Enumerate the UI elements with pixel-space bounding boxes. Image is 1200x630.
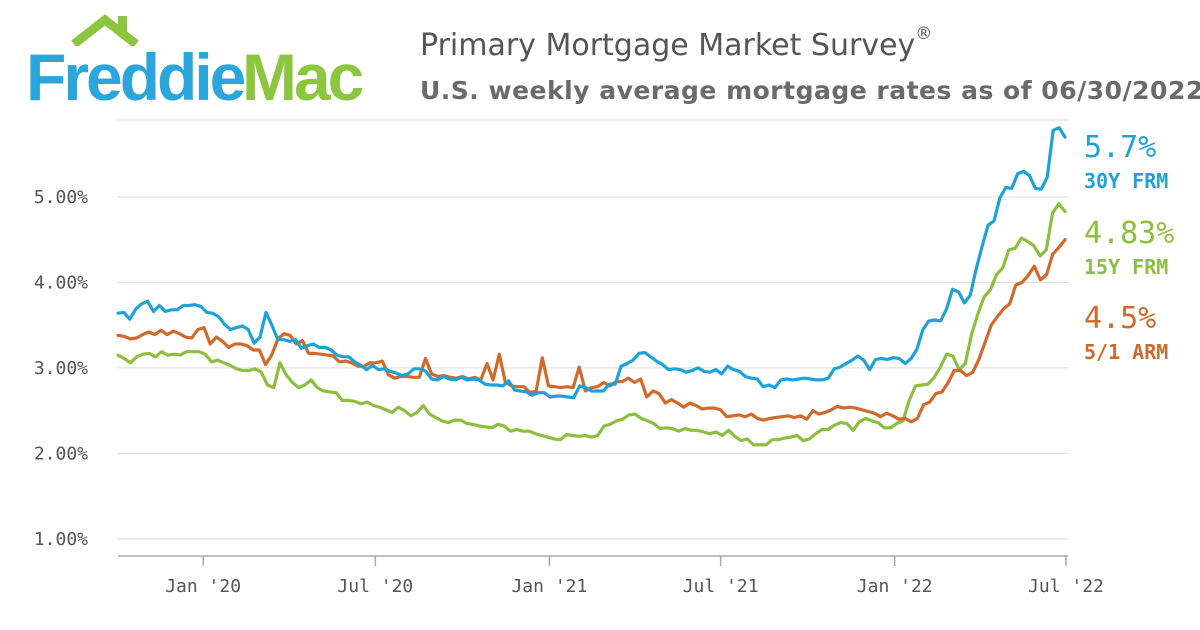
series-line-5-1-arm bbox=[116, 238, 1067, 424]
house-roof-icon bbox=[71, 14, 139, 46]
freddie-mac-logo: Freddie Mac bbox=[26, 14, 386, 110]
series-lines bbox=[116, 126, 1067, 447]
x-tick-label: Jan '21 bbox=[511, 576, 587, 597]
x-axis: Jan '20 Jul '20 Jan '21 Jul '21 Jan '22 Jul '… bbox=[118, 555, 1104, 597]
label-arm-name: 5/1 ARM bbox=[1084, 340, 1169, 364]
label-30y-value: 5.7% bbox=[1084, 130, 1157, 165]
series-line-30y-frm bbox=[116, 126, 1067, 400]
x-tick-label: Jul '22 bbox=[1028, 576, 1104, 597]
y-tick-label: 1.00% bbox=[34, 529, 88, 550]
y-tick-label: 3.00% bbox=[34, 358, 88, 379]
x-tick-label: Jan '20 bbox=[165, 576, 241, 597]
label-arm-value: 4.5% bbox=[1084, 301, 1157, 336]
x-tick-label: Jul '21 bbox=[683, 576, 759, 597]
y-tick-label: 4.00% bbox=[34, 272, 88, 293]
series-line-15y-frm bbox=[116, 202, 1067, 447]
y-tick-label: 5.00% bbox=[34, 187, 88, 208]
label-15y-name: 15Y FRM bbox=[1084, 255, 1169, 279]
grid-lines bbox=[118, 119, 1068, 540]
chart-title-text: Primary Mortgage Market Survey bbox=[420, 28, 916, 63]
chart-subtitle: U.S. weekly average mortgage rates as of… bbox=[420, 76, 1200, 105]
label-15y-value: 4.83% bbox=[1084, 216, 1175, 251]
chart-title: Primary Mortgage Market Survey® bbox=[420, 24, 932, 63]
logo-word-freddie: Freddie bbox=[26, 40, 246, 114]
logo-word-mac: Mac bbox=[242, 40, 364, 114]
label-30y-name: 30Y FRM bbox=[1084, 169, 1169, 193]
registered-mark: ® bbox=[915, 24, 933, 44]
y-tick-label: 2.00% bbox=[34, 443, 88, 464]
x-tick-label: Jul '20 bbox=[337, 576, 413, 597]
y-axis-ticks: 1.00% 2.00% 3.00% 4.00% 5.00% bbox=[34, 187, 88, 550]
x-tick-label: Jan '22 bbox=[857, 576, 933, 597]
